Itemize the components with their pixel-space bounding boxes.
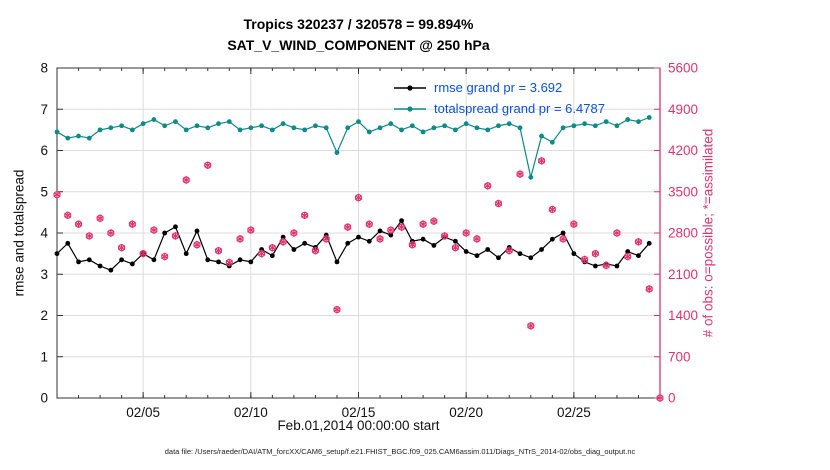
chart-subtitle: SAT_V_WIND_COMPONENT @ 250 hPa bbox=[227, 37, 490, 53]
svg-text:5: 5 bbox=[40, 184, 48, 199]
svg-text:2: 2 bbox=[40, 308, 48, 323]
svg-text:0: 0 bbox=[40, 391, 48, 406]
legend-item-totalspread: totalspread grand pr = 6.4787 bbox=[393, 98, 605, 119]
legend-label-totalspread: totalspread grand pr = 6.4787 bbox=[434, 101, 605, 116]
svg-text:3: 3 bbox=[40, 267, 48, 282]
svg-text:2800: 2800 bbox=[668, 226, 698, 241]
left-axis-label: rmse and totalspread bbox=[11, 169, 27, 297]
totalspread-line-marker-icon bbox=[394, 105, 426, 112]
svg-text:700: 700 bbox=[668, 349, 691, 364]
svg-text:2100: 2100 bbox=[668, 267, 698, 282]
x-axis-label: Feb.01,2014 00:00:00 start bbox=[277, 418, 440, 433]
right-axis-label: # of obs: o=possible; *=assimilated bbox=[700, 128, 716, 338]
rmse-line-marker-icon bbox=[394, 84, 426, 91]
svg-text:4900: 4900 bbox=[668, 102, 698, 117]
svg-text:02/25: 02/25 bbox=[557, 405, 591, 420]
svg-text:4200: 4200 bbox=[668, 143, 698, 158]
legend-label-rmse: rmse grand pr = 3.692 bbox=[434, 80, 563, 95]
legend-item-rmse: rmse grand pr = 3.692 bbox=[393, 77, 605, 98]
svg-text:3500: 3500 bbox=[668, 184, 698, 199]
svg-text:5600: 5600 bbox=[668, 61, 698, 76]
svg-text:02/10: 02/10 bbox=[234, 405, 268, 420]
svg-text:0: 0 bbox=[668, 391, 676, 406]
svg-text:6: 6 bbox=[40, 143, 48, 158]
svg-text:7: 7 bbox=[40, 102, 48, 117]
svg-text:02/20: 02/20 bbox=[449, 405, 483, 420]
svg-text:4: 4 bbox=[40, 226, 48, 241]
data-file-caption: data file: /Users/raeder/DAI/ATM_forcXX/… bbox=[164, 447, 636, 456]
svg-text:1: 1 bbox=[40, 349, 48, 364]
legend: rmse grand pr = 3.692 totalspread grand … bbox=[393, 77, 605, 119]
chart-title: Tropics 320237 / 320578 = 99.894% bbox=[243, 16, 474, 32]
svg-text:8: 8 bbox=[40, 61, 48, 76]
svg-text:02/15: 02/15 bbox=[342, 405, 376, 420]
svg-text:1400: 1400 bbox=[668, 308, 698, 323]
svg-text:02/05: 02/05 bbox=[126, 405, 160, 420]
